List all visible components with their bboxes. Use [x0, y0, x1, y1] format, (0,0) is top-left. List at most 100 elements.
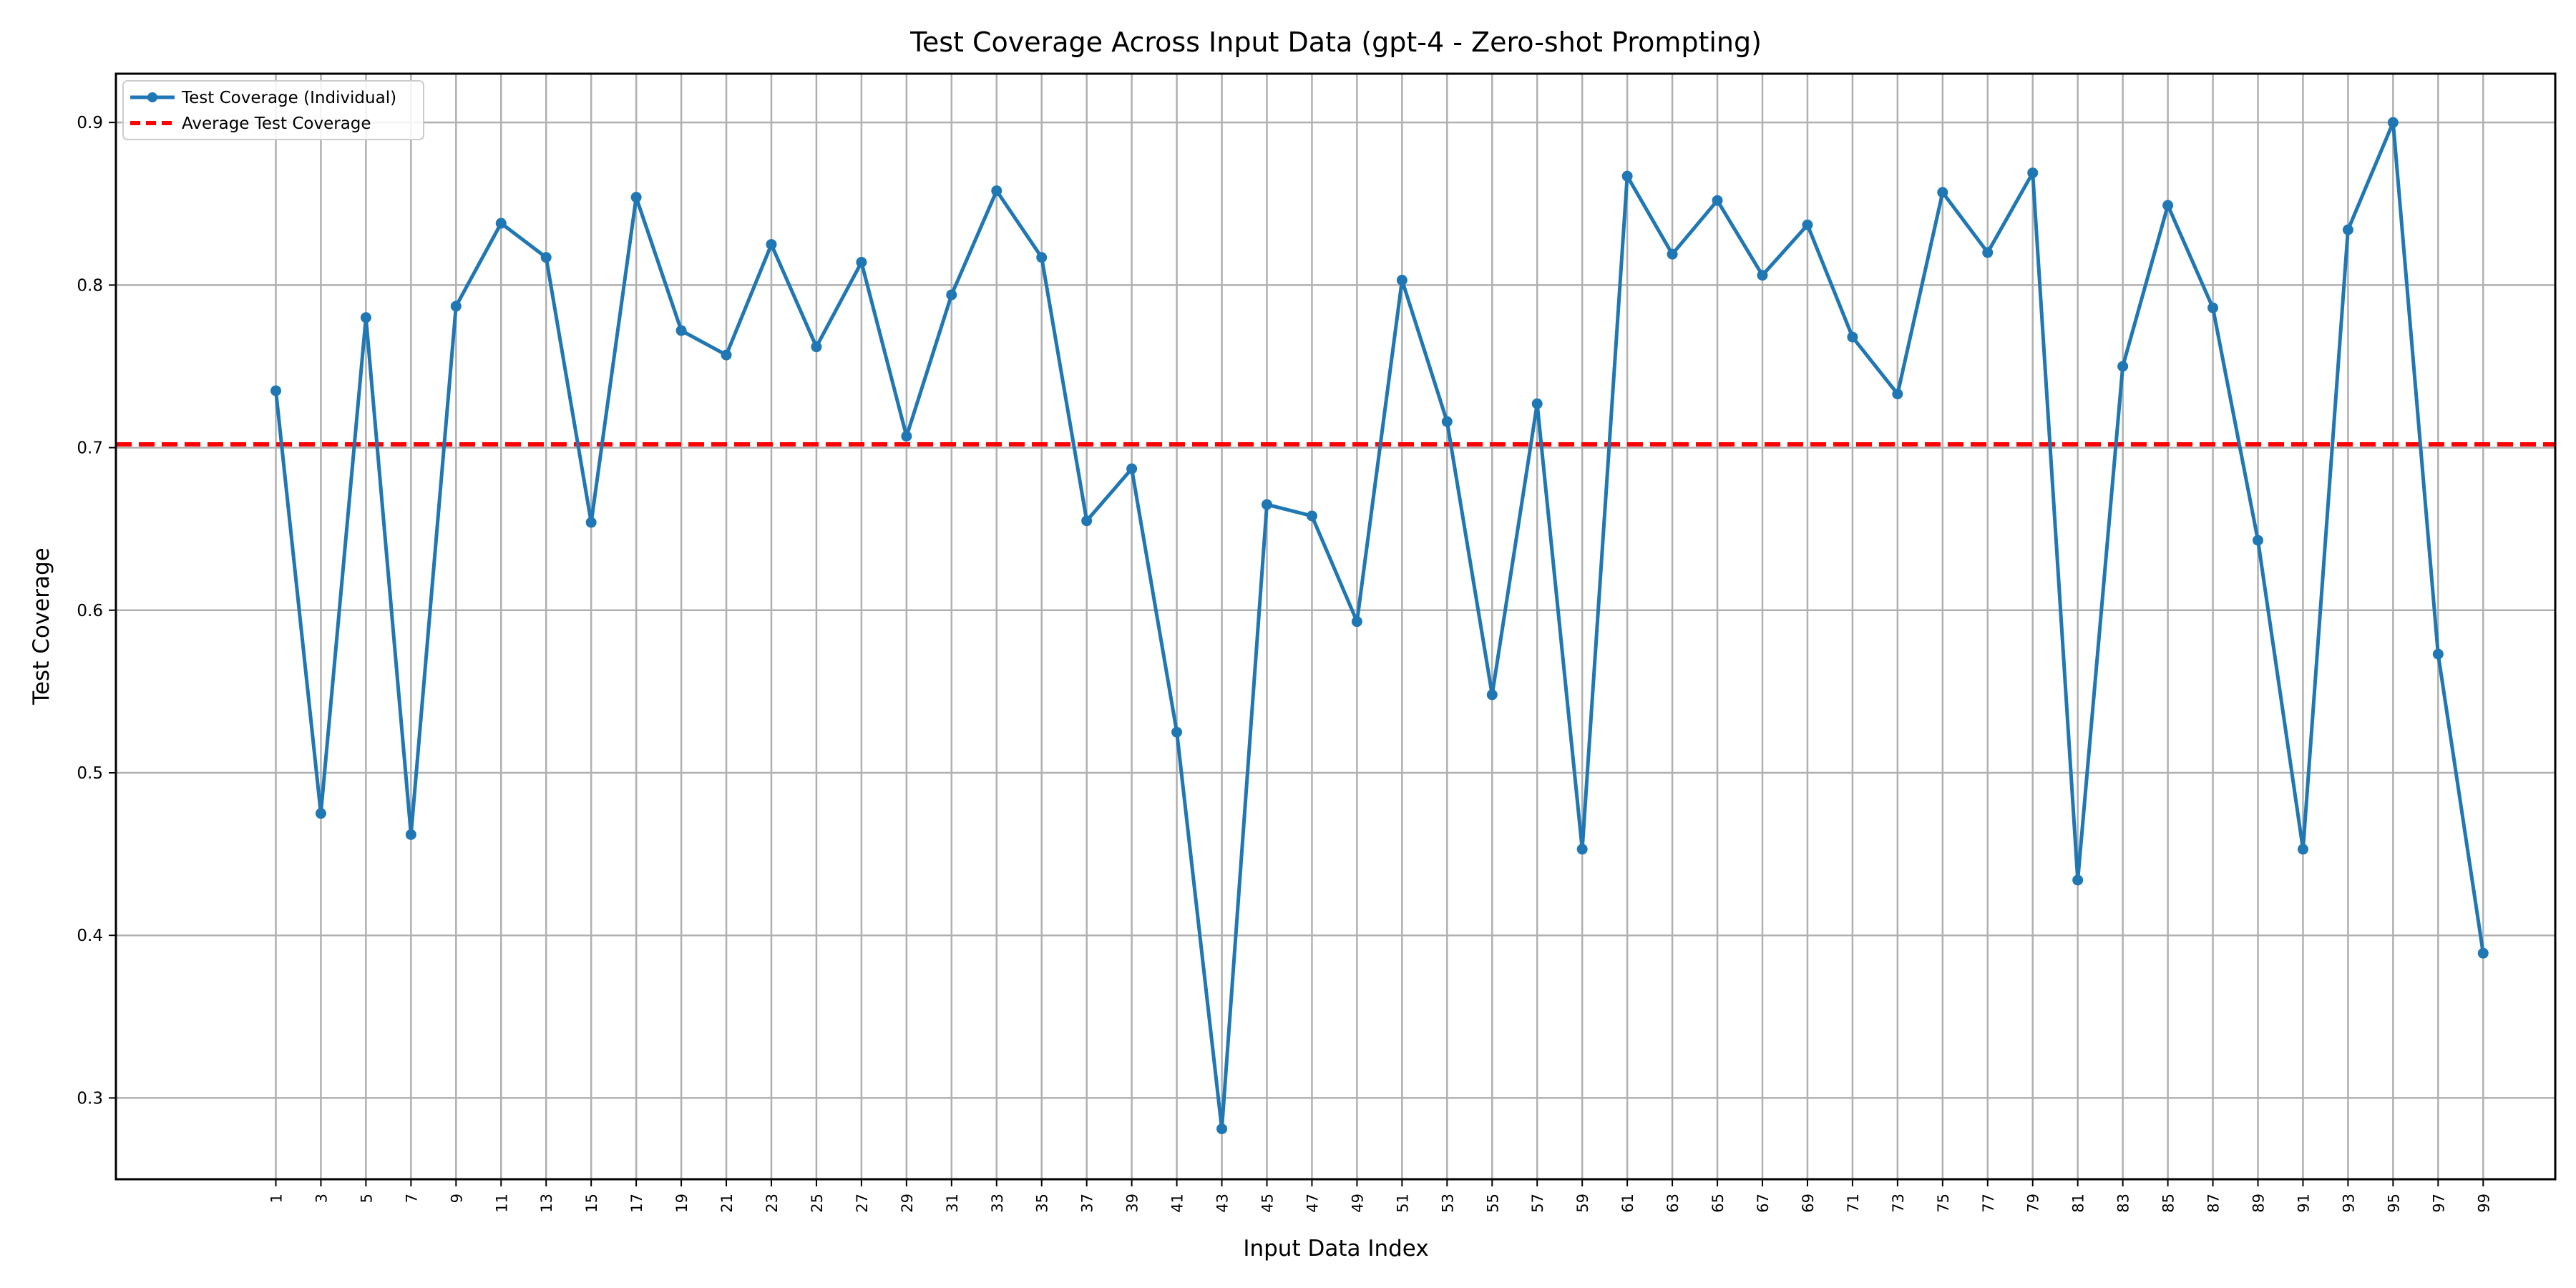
x-tick-label: 29 [899, 1194, 916, 1213]
x-tick-label: 73 [1890, 1194, 1907, 1213]
x-tick-label: 53 [1439, 1194, 1456, 1213]
x-tick-label: 83 [2115, 1194, 2132, 1213]
data-point [450, 301, 462, 312]
data-point [1171, 726, 1183, 738]
data-point [991, 185, 1002, 197]
x-tick-label: 11 [493, 1194, 510, 1213]
x-tick-label: 9 [448, 1194, 465, 1203]
y-tick-label: 0.3 [77, 1089, 103, 1108]
legend: Test Coverage (Individual) Average Test … [122, 80, 424, 140]
data-point [766, 239, 777, 250]
x-tick-label: 47 [1304, 1194, 1321, 1213]
data-point [2297, 844, 2308, 855]
data-point [721, 349, 732, 361]
x-tick-label: 69 [1800, 1194, 1817, 1213]
x-tick-label: 95 [2385, 1194, 2402, 1213]
data-point [1441, 416, 1453, 427]
x-tick-label: 67 [1755, 1194, 1772, 1213]
legend-label-individual: Test Coverage (Individual) [181, 89, 396, 107]
x-tick-label: 59 [1574, 1194, 1591, 1213]
data-point [1576, 844, 1588, 855]
data-point [1486, 689, 1498, 701]
data-point [1621, 170, 1633, 182]
data-point [1531, 398, 1543, 409]
x-tick-label: 87 [2205, 1194, 2223, 1213]
y-axis-label: Test Coverage [29, 547, 54, 705]
data-point [2072, 874, 2084, 886]
data-point [811, 341, 822, 353]
chart-title: Test Coverage Across Input Data (gpt-4 -… [909, 26, 1762, 58]
y-tick-label: 0.8 [77, 276, 103, 295]
x-tick-label: 49 [1349, 1194, 1366, 1213]
x-tick-label: 57 [1529, 1194, 1546, 1213]
data-point [1306, 510, 1317, 522]
data-point [1937, 187, 1948, 198]
x-tick-label: 85 [2160, 1194, 2177, 1213]
x-tick-label: 61 [1619, 1194, 1636, 1213]
legend-marker-individual [147, 92, 157, 102]
y-tick-label: 0.4 [77, 927, 103, 945]
data-point [360, 312, 371, 323]
legend-label-average: Average Test Coverage [182, 114, 371, 133]
x-tick-label: 19 [673, 1194, 691, 1213]
x-tick-label: 55 [1484, 1194, 1501, 1213]
y-axis-ticks: 0.3 0.4 0.5 0.6 0.7 0.8 0.9 [77, 114, 116, 1108]
x-tick-label: 41 [1169, 1194, 1186, 1213]
data-point [585, 517, 597, 528]
data-point [901, 431, 912, 442]
plot-frame [114, 72, 2557, 1181]
data-point [2252, 535, 2263, 546]
x-tick-label: 15 [583, 1194, 600, 1213]
data-point [1081, 515, 1093, 527]
data-point [1892, 389, 1903, 400]
data-point [946, 289, 957, 301]
data-point [2387, 117, 2399, 128]
x-tick-label: 25 [809, 1194, 826, 1213]
data-point [630, 192, 642, 203]
x-tick-label: 3 [313, 1194, 330, 1203]
x-axis-ticks: 1 3 5 7 9 11 13 15 17 19 21 23 25 27 29 31 33 35 37 39 41 43 4… [268, 1179, 2492, 1213]
legend-box [122, 80, 424, 140]
x-axis-label: Input Data Index [1243, 1236, 1428, 1262]
x-tick-label: 63 [1664, 1194, 1682, 1213]
data-point [1216, 1123, 1228, 1135]
data-point [495, 218, 507, 229]
data-point [2027, 167, 2039, 179]
x-tick-label: 33 [989, 1194, 1006, 1213]
data-point [1261, 499, 1272, 510]
x-tick-label: 1 [268, 1194, 285, 1203]
data-point [2342, 224, 2353, 235]
x-tick-label: 75 [1935, 1194, 1952, 1213]
x-tick-label: 37 [1079, 1194, 1096, 1213]
x-tick-label: 89 [2250, 1194, 2267, 1213]
x-tick-label: 35 [1034, 1194, 1051, 1213]
data-point [856, 257, 867, 268]
x-tick-label: 45 [1259, 1194, 1276, 1213]
x-tick-label: 23 [763, 1194, 781, 1213]
x-tick-label: 31 [944, 1194, 961, 1213]
data-point [1802, 219, 1813, 230]
data-point [2432, 648, 2444, 660]
x-tick-label: 79 [2025, 1194, 2042, 1213]
y-tick-label: 0.7 [77, 439, 103, 458]
x-tick-label: 81 [2070, 1194, 2087, 1213]
x-tick-label: 13 [538, 1194, 555, 1213]
data-point [2207, 302, 2219, 313]
x-tick-label: 17 [628, 1194, 645, 1213]
x-tick-label: 43 [1214, 1194, 1231, 1213]
data-point [540, 252, 552, 263]
x-tick-label: 21 [718, 1194, 736, 1213]
data-point [1036, 252, 1048, 263]
data-point [675, 325, 687, 336]
data-point [2477, 947, 2489, 959]
y-tick-label: 0.9 [77, 114, 103, 132]
data-point [1712, 195, 1723, 206]
y-tick-label: 0.5 [77, 764, 103, 783]
data-point [2117, 361, 2129, 372]
data-point [1396, 275, 1407, 286]
y-tick-label: 0.6 [77, 602, 103, 620]
x-tick-label: 39 [1124, 1194, 1141, 1213]
x-tick-label: 51 [1394, 1194, 1411, 1213]
